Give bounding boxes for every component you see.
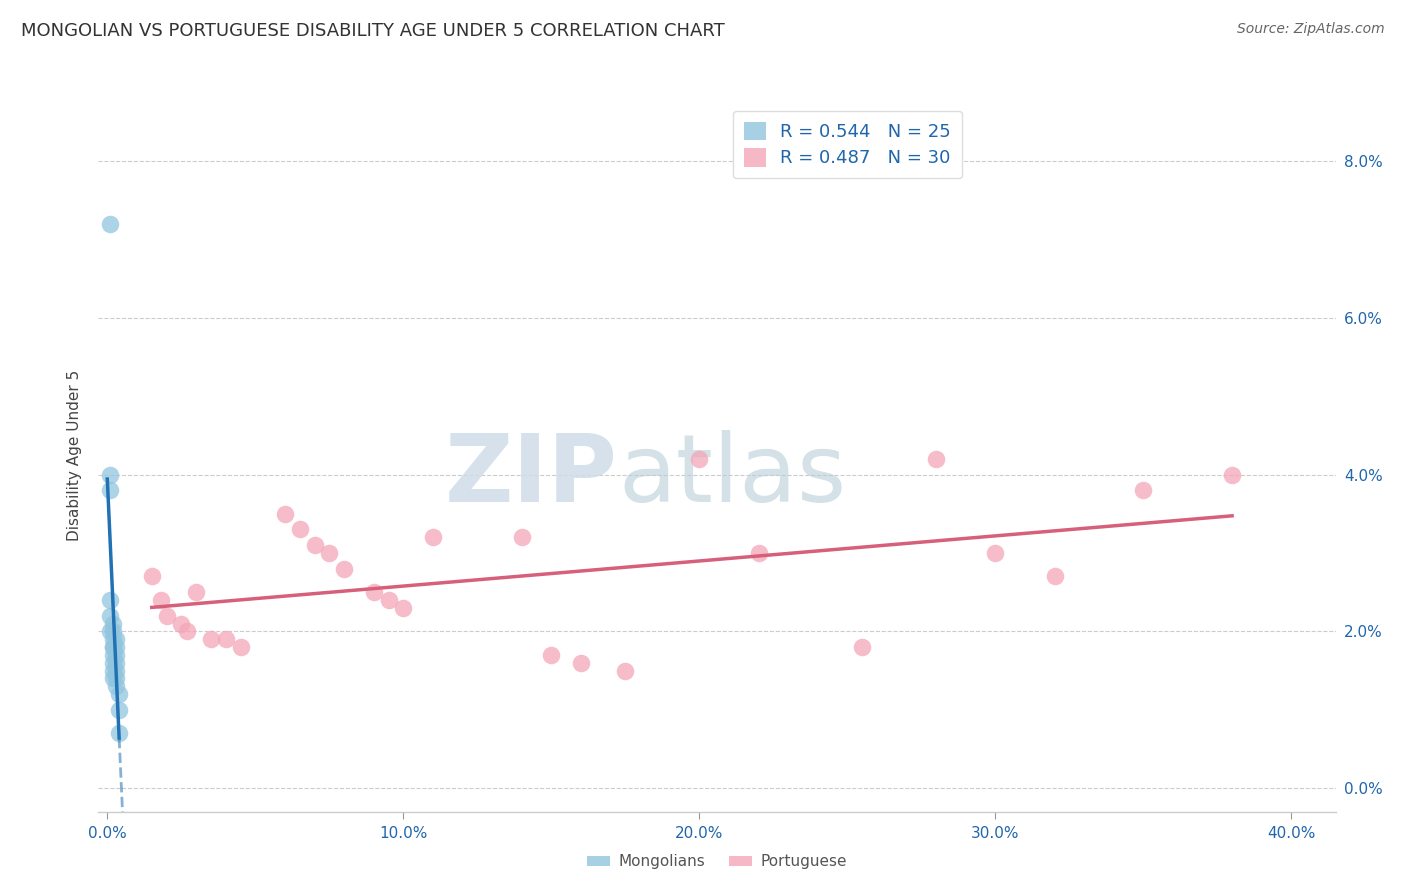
Point — [747, 546, 769, 560]
Point — [851, 640, 873, 654]
Point — [105, 648, 128, 662]
Point — [1043, 569, 1066, 583]
Point — [105, 679, 128, 693]
Point — [1220, 467, 1243, 482]
Point — [215, 632, 238, 647]
Point — [98, 217, 121, 231]
Point — [98, 467, 121, 482]
Point — [103, 656, 125, 670]
Point — [422, 530, 444, 544]
Text: ZIP: ZIP — [446, 430, 619, 523]
Point — [392, 600, 415, 615]
Point — [105, 664, 128, 678]
Point — [1132, 483, 1154, 498]
Point — [304, 538, 326, 552]
Point — [569, 656, 592, 670]
Legend: Mongolians, Portuguese: Mongolians, Portuguese — [581, 848, 853, 875]
Text: Source: ZipAtlas.com: Source: ZipAtlas.com — [1237, 22, 1385, 37]
Point — [688, 451, 710, 466]
Point — [149, 593, 172, 607]
Point — [184, 585, 207, 599]
Point — [105, 640, 128, 654]
Point — [98, 624, 121, 639]
Point — [288, 523, 311, 537]
Point — [925, 451, 948, 466]
Point — [103, 648, 125, 662]
Point — [98, 483, 121, 498]
Point — [108, 687, 131, 701]
Point — [108, 703, 131, 717]
Point — [98, 608, 121, 623]
Point — [170, 616, 193, 631]
Point — [363, 585, 385, 599]
Point — [105, 632, 128, 647]
Point — [318, 546, 340, 560]
Point — [141, 569, 163, 583]
Point — [200, 632, 222, 647]
Point — [510, 530, 533, 544]
Point — [155, 608, 177, 623]
Point — [274, 507, 297, 521]
Point — [614, 664, 637, 678]
Point — [103, 672, 125, 686]
Text: MONGOLIAN VS PORTUGUESE DISABILITY AGE UNDER 5 CORRELATION CHART: MONGOLIAN VS PORTUGUESE DISABILITY AGE U… — [21, 22, 725, 40]
Point — [103, 640, 125, 654]
Point — [98, 593, 121, 607]
Point — [105, 672, 128, 686]
Point — [108, 726, 131, 740]
Point — [984, 546, 1007, 560]
Point — [103, 632, 125, 647]
Point — [333, 561, 356, 575]
Y-axis label: Disability Age Under 5: Disability Age Under 5 — [67, 369, 83, 541]
Point — [103, 640, 125, 654]
Text: atlas: atlas — [619, 430, 846, 523]
Point — [103, 664, 125, 678]
Point — [377, 593, 399, 607]
Point — [105, 656, 128, 670]
Point — [540, 648, 562, 662]
Point — [103, 616, 125, 631]
Point — [103, 624, 125, 639]
Point — [176, 624, 198, 639]
Point — [229, 640, 252, 654]
